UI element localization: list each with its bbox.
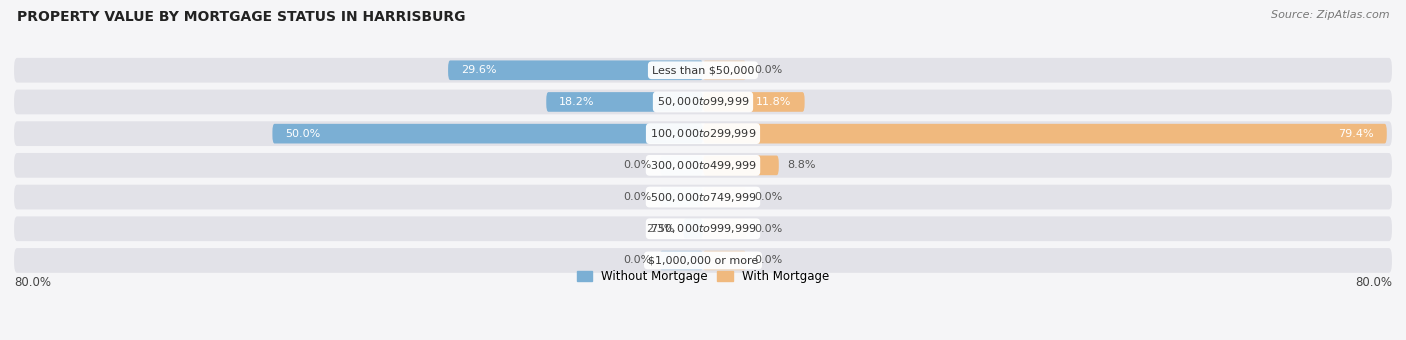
FancyBboxPatch shape	[703, 219, 747, 239]
Text: 18.2%: 18.2%	[560, 97, 595, 107]
FancyBboxPatch shape	[703, 61, 747, 80]
FancyBboxPatch shape	[14, 153, 1392, 178]
Text: $300,000 to $499,999: $300,000 to $499,999	[650, 159, 756, 172]
Text: Source: ZipAtlas.com: Source: ZipAtlas.com	[1271, 10, 1389, 20]
Text: $50,000 to $99,999: $50,000 to $99,999	[657, 96, 749, 108]
FancyBboxPatch shape	[659, 155, 703, 175]
Text: Less than $50,000: Less than $50,000	[652, 65, 754, 75]
Text: 0.0%: 0.0%	[623, 255, 651, 266]
Text: 0.0%: 0.0%	[623, 192, 651, 202]
FancyBboxPatch shape	[14, 90, 1392, 114]
Text: 50.0%: 50.0%	[285, 129, 321, 139]
Text: PROPERTY VALUE BY MORTGAGE STATUS IN HARRISBURG: PROPERTY VALUE BY MORTGAGE STATUS IN HAR…	[17, 10, 465, 24]
FancyBboxPatch shape	[683, 219, 703, 239]
FancyBboxPatch shape	[659, 187, 703, 207]
FancyBboxPatch shape	[14, 216, 1392, 241]
Text: $500,000 to $749,999: $500,000 to $749,999	[650, 190, 756, 204]
Legend: Without Mortgage, With Mortgage: Without Mortgage, With Mortgage	[572, 265, 834, 288]
FancyBboxPatch shape	[659, 251, 703, 270]
Text: 0.0%: 0.0%	[623, 160, 651, 170]
FancyBboxPatch shape	[273, 124, 703, 143]
FancyBboxPatch shape	[547, 92, 703, 112]
Text: 29.6%: 29.6%	[461, 65, 496, 75]
Text: 0.0%: 0.0%	[755, 255, 783, 266]
FancyBboxPatch shape	[14, 121, 1392, 146]
FancyBboxPatch shape	[703, 251, 747, 270]
Text: 11.8%: 11.8%	[756, 97, 792, 107]
FancyBboxPatch shape	[14, 185, 1392, 209]
Text: $750,000 to $999,999: $750,000 to $999,999	[650, 222, 756, 235]
FancyBboxPatch shape	[14, 58, 1392, 83]
Text: 0.0%: 0.0%	[755, 224, 783, 234]
Text: 0.0%: 0.0%	[755, 192, 783, 202]
FancyBboxPatch shape	[703, 124, 1386, 143]
Text: 8.8%: 8.8%	[787, 160, 815, 170]
Text: 2.3%: 2.3%	[647, 224, 675, 234]
FancyBboxPatch shape	[14, 248, 1392, 273]
Text: $100,000 to $299,999: $100,000 to $299,999	[650, 127, 756, 140]
Text: 80.0%: 80.0%	[1355, 276, 1392, 289]
Text: 80.0%: 80.0%	[14, 276, 51, 289]
Text: $1,000,000 or more: $1,000,000 or more	[648, 255, 758, 266]
FancyBboxPatch shape	[703, 187, 747, 207]
FancyBboxPatch shape	[703, 92, 804, 112]
FancyBboxPatch shape	[449, 61, 703, 80]
Text: 79.4%: 79.4%	[1339, 129, 1374, 139]
FancyBboxPatch shape	[703, 155, 779, 175]
Text: 0.0%: 0.0%	[755, 65, 783, 75]
